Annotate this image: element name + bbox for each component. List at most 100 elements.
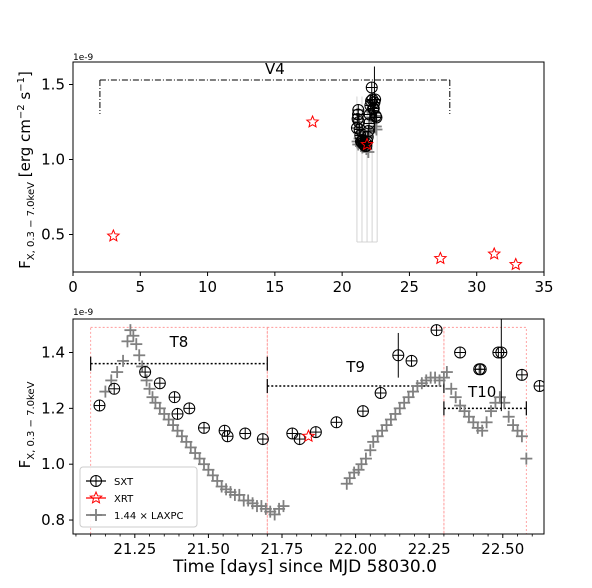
x-tick-label: 0 xyxy=(68,278,78,296)
data-point xyxy=(127,329,140,342)
data-point xyxy=(485,405,498,418)
data-point xyxy=(256,433,269,446)
segment-label: T9 xyxy=(345,358,365,376)
segment-t10: T10 xyxy=(443,383,527,416)
data-point xyxy=(449,391,462,404)
data-point xyxy=(369,93,382,106)
data-point xyxy=(197,421,210,434)
y-tick-label: 1.5 xyxy=(41,76,65,94)
data-point xyxy=(433,251,448,265)
top-y-axis-label: FX, 0.3 − 7.0keV [erg cm−2 s−1] xyxy=(16,71,37,269)
data-point xyxy=(362,125,375,137)
data-point xyxy=(437,371,450,384)
legend-marker xyxy=(89,490,103,504)
data-point xyxy=(405,354,418,367)
bottom-scale-label: 1e-9 xyxy=(73,308,94,318)
data-point xyxy=(502,410,515,423)
y-tick-label: 0.8 xyxy=(41,511,65,529)
x-tick-label: 35 xyxy=(534,278,553,296)
data-point xyxy=(487,246,502,260)
data-point xyxy=(130,338,143,351)
data-point xyxy=(111,366,124,379)
x-tick-label: 22.50 xyxy=(481,540,524,558)
legend-label: 1.44 × LAXPC xyxy=(114,511,184,522)
data-point xyxy=(146,391,159,404)
data-point xyxy=(356,405,369,418)
bottom-axis-ticks: 21.25 21.50 21.75 22.00 22.25 22.50 0.8 1.0 1.2 1… xyxy=(41,344,533,558)
x-tick-label: 10 xyxy=(198,278,217,296)
data-point xyxy=(515,430,528,443)
legend-label: XRT xyxy=(114,494,134,505)
x-tick-label: 30 xyxy=(467,278,486,296)
y-tick-label: 1.0 xyxy=(41,455,65,473)
legend-label: SXT xyxy=(114,477,134,488)
legend-item: XRT xyxy=(86,490,134,505)
x-tick-label: 21.75 xyxy=(261,540,304,558)
data-point xyxy=(370,123,383,136)
v4-label: V4 xyxy=(265,60,285,78)
data-point xyxy=(360,137,374,151)
data-point xyxy=(359,452,372,465)
y-tick-label: 1.2 xyxy=(41,399,65,417)
top-axis-ticks: 0 5 10 15 20 25 30 35 0.5 1.0 1.5 xyxy=(41,76,553,297)
x-tick-label: 25 xyxy=(400,278,419,296)
series-xrt xyxy=(106,114,523,271)
data-point xyxy=(352,116,365,128)
data-point xyxy=(108,382,121,395)
top-panel: 1e-9 V4 0 5 10 15 20 25 30 35 0.5 1.0 1.5 FX, 0.3 … xyxy=(16,53,554,296)
legend-marker xyxy=(90,475,102,487)
y-tick-label: 1.4 xyxy=(41,344,65,362)
data-point xyxy=(533,380,544,393)
x-tick-label: 22.25 xyxy=(408,540,451,558)
segment-window xyxy=(266,326,445,534)
data-point xyxy=(445,382,458,395)
data-point xyxy=(183,402,196,415)
bottom-x-axis-label: Time [days] since MJD 58030.0 xyxy=(172,557,437,577)
data-point xyxy=(140,374,153,387)
top-plot-area: V4 xyxy=(99,60,523,271)
data-point xyxy=(221,430,234,443)
data-point xyxy=(330,416,343,429)
x-tick-label: 15 xyxy=(265,278,284,296)
data-point xyxy=(520,452,533,465)
data-point xyxy=(277,500,290,513)
x-tick-label: 20 xyxy=(333,278,352,296)
top-scale-label: 1e-9 xyxy=(73,53,94,63)
data-point xyxy=(106,228,121,242)
data-point xyxy=(117,354,130,367)
data-point xyxy=(239,427,252,440)
data-point xyxy=(305,114,320,128)
series-xrt xyxy=(301,428,316,443)
data-point xyxy=(153,377,166,390)
data-point xyxy=(171,407,184,420)
data-point xyxy=(370,111,383,124)
data-point xyxy=(143,382,156,395)
data-point xyxy=(124,324,137,337)
series-sxt xyxy=(93,319,544,446)
data-point xyxy=(139,366,152,379)
x-tick-label: 5 xyxy=(136,278,146,296)
data-point xyxy=(301,428,316,443)
x-tick-label: 21.25 xyxy=(113,540,156,558)
top-axes-frame xyxy=(72,61,545,273)
y-tick-label: 0.5 xyxy=(41,226,65,244)
segment-label: T10 xyxy=(467,383,496,401)
bottom-plot-area: T8 T9 T10 xyxy=(90,319,544,534)
legend-item: 1.44 × LAXPC xyxy=(86,509,184,522)
legend-marker xyxy=(90,509,102,521)
x-tick-label: 21.50 xyxy=(187,540,230,558)
data-point xyxy=(476,424,489,437)
segment-window xyxy=(90,326,268,534)
data-point xyxy=(480,416,493,429)
data-point xyxy=(340,477,353,490)
data-point xyxy=(508,257,523,271)
data-point xyxy=(352,463,365,476)
data-point xyxy=(440,366,453,379)
data-point xyxy=(365,81,378,94)
data-point xyxy=(121,335,134,348)
data-point xyxy=(364,444,377,457)
legend-box xyxy=(79,466,198,528)
data-point xyxy=(286,427,299,440)
bottom-panel: 1e-9 T8 T9 T10 21.25 21.50 21.75 22.00 22.25 22… xyxy=(16,308,545,577)
